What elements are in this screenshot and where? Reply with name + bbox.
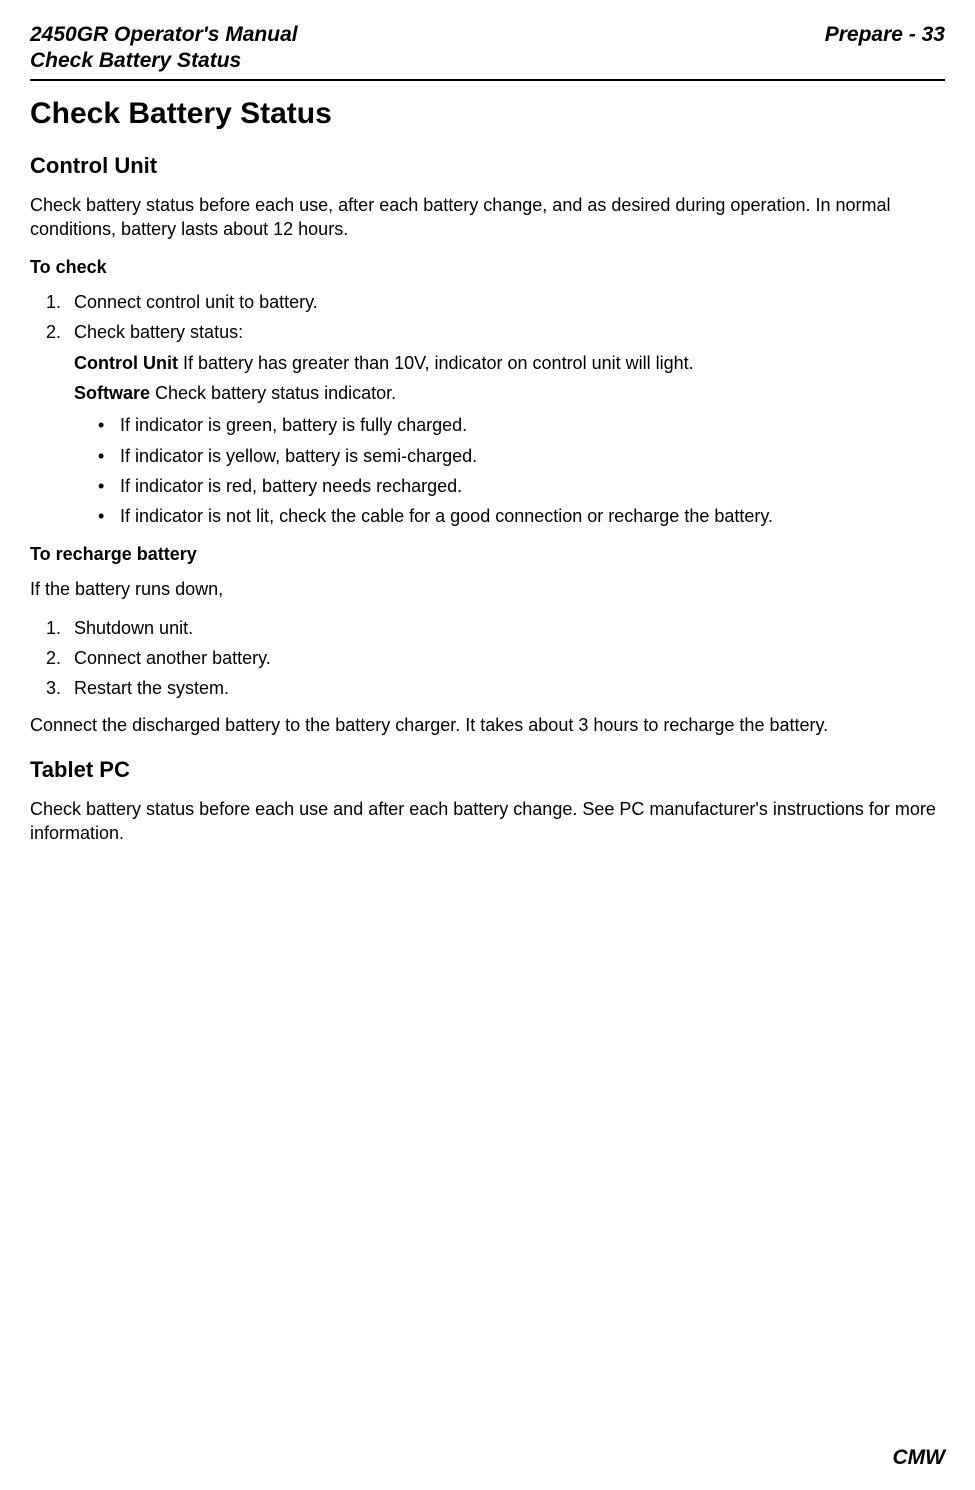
recharge-intro: If the battery runs down, bbox=[30, 577, 945, 601]
control-unit-heading: Control Unit bbox=[30, 153, 945, 179]
check-step-2-sw-label: Software bbox=[74, 383, 150, 403]
section-title: Check Battery Status bbox=[30, 48, 298, 74]
to-check-heading: To check bbox=[30, 257, 945, 278]
to-recharge-heading: To recharge battery bbox=[30, 544, 945, 565]
manual-page: 2450GR Operator's Manual Check Battery S… bbox=[0, 0, 975, 1490]
check-steps: Connect control unit to battery. Check b… bbox=[30, 290, 945, 528]
recharge-note: Connect the discharged battery to the ba… bbox=[30, 713, 945, 737]
check-step-1: Connect control unit to battery. bbox=[66, 290, 945, 314]
header-left: 2450GR Operator's Manual Check Battery S… bbox=[30, 22, 298, 75]
indicator-bullets: If indicator is green, battery is fully … bbox=[74, 413, 945, 528]
bullet-yellow: If indicator is yellow, battery is semi-… bbox=[98, 444, 945, 468]
bullet-red: If indicator is red, battery needs recha… bbox=[98, 474, 945, 498]
header-right: Prepare - 33 bbox=[825, 22, 945, 48]
footer-brand: CMW bbox=[893, 1446, 945, 1470]
bullet-unlit: If indicator is not lit, check the cable… bbox=[98, 504, 945, 528]
check-step-2-sw-text: Check battery status indicator. bbox=[150, 383, 396, 403]
header-divider bbox=[30, 79, 945, 81]
page-label: Prepare - 33 bbox=[825, 22, 945, 48]
control-unit-intro: Check battery status before each use, af… bbox=[30, 193, 945, 242]
check-step-2: Check battery status: Control Unit If ba… bbox=[66, 320, 945, 528]
tablet-pc-heading: Tablet PC bbox=[30, 757, 945, 783]
check-step-2-cu-text: If battery has greater than 10V, indicat… bbox=[178, 353, 694, 373]
recharge-steps: Shutdown unit. Connect another battery. … bbox=[30, 616, 945, 701]
check-step-2-cu-label: Control Unit bbox=[74, 353, 178, 373]
doc-title: 2450GR Operator's Manual bbox=[30, 22, 298, 48]
recharge-step-1: Shutdown unit. bbox=[66, 616, 945, 640]
check-step-2-cu: Control Unit If battery has greater than… bbox=[74, 351, 945, 375]
check-step-2-lead: Check battery status: bbox=[74, 322, 243, 342]
tablet-pc-text: Check battery status before each use and… bbox=[30, 797, 945, 846]
recharge-step-3: Restart the system. bbox=[66, 676, 945, 700]
check-step-2-sw: Software Check battery status indicator. bbox=[74, 381, 945, 405]
bullet-green: If indicator is green, battery is fully … bbox=[98, 413, 945, 437]
recharge-step-2: Connect another battery. bbox=[66, 646, 945, 670]
page-header: 2450GR Operator's Manual Check Battery S… bbox=[30, 22, 945, 75]
page-title: Check Battery Status bbox=[30, 97, 945, 131]
